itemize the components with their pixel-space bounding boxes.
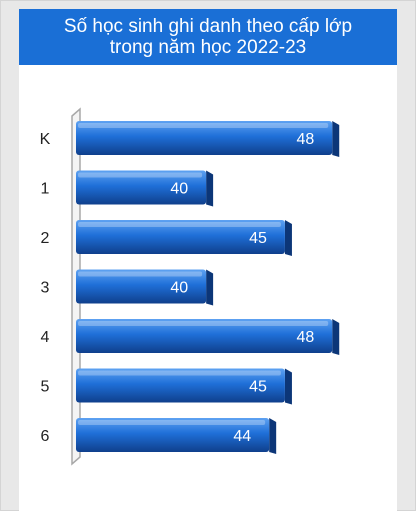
data-label: 40	[170, 181, 188, 198]
bar-highlight	[78, 271, 203, 277]
category-label: 2	[41, 230, 50, 247]
bar-highlight	[78, 123, 329, 128]
category-label: 3	[41, 280, 50, 297]
data-label: 45	[249, 379, 267, 396]
bar-end-face	[284, 368, 292, 405]
bar-end-face	[269, 418, 277, 454]
bar-highlight	[78, 222, 281, 227]
bar	[76, 121, 333, 155]
bar-end-face	[332, 319, 340, 355]
bar	[76, 418, 270, 452]
data-label: 44	[233, 428, 251, 445]
data-label: 48	[296, 131, 314, 148]
chart-title-line-2: trong năm học 2022-23	[109, 37, 307, 58]
bar-end-face	[332, 121, 340, 157]
chart-title: Số học sinh ghi danh theo cấp lớp trong …	[19, 9, 397, 65]
category-label: K	[40, 131, 51, 148]
data-label: 48	[296, 329, 314, 346]
bar	[76, 368, 285, 403]
category-label: 5	[41, 379, 50, 396]
bar-end-face	[284, 220, 292, 256]
bar-end-face	[206, 170, 214, 207]
bar-highlight	[78, 420, 266, 425]
bar-highlight	[78, 321, 329, 326]
category-label: 6	[41, 428, 50, 445]
bar-highlight	[78, 370, 281, 376]
bar	[76, 170, 207, 205]
bar	[76, 319, 333, 353]
bar	[76, 220, 285, 254]
bar-highlight	[78, 172, 203, 178]
category-label: 1	[41, 181, 50, 198]
category-label: 4	[41, 329, 50, 346]
chart-title-line-1: Số học sinh ghi danh theo cấp lớp	[63, 16, 353, 37]
bar	[76, 269, 207, 304]
data-label: 40	[170, 280, 188, 297]
bar-end-face	[206, 269, 214, 306]
data-label: 45	[249, 230, 267, 247]
